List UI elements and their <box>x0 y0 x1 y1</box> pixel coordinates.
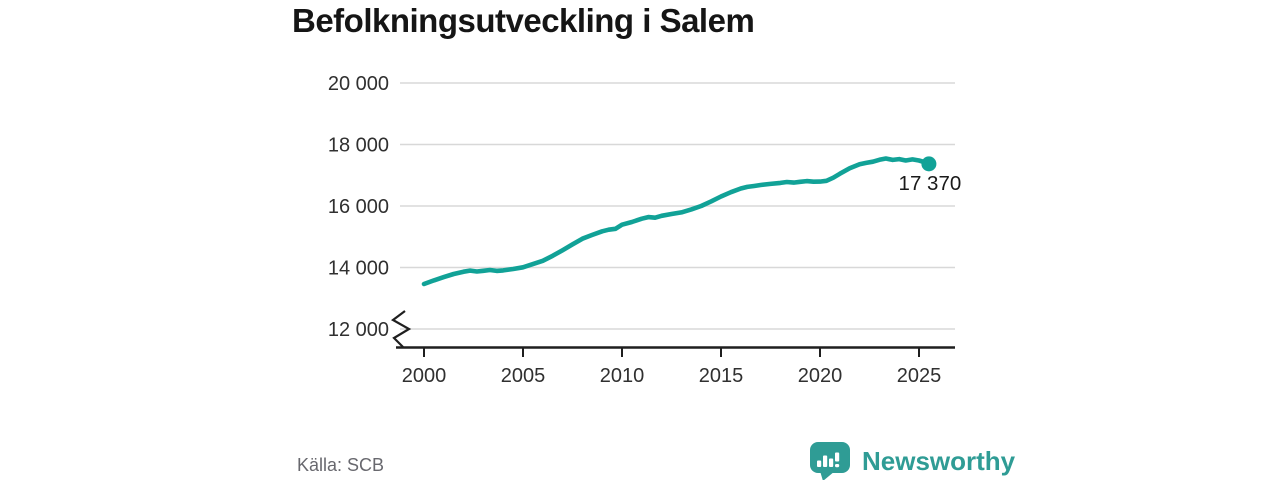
x-tick-label: 2015 <box>699 365 744 387</box>
newsworthy-wordmark: Newsworthy <box>862 445 1016 476</box>
x-tick-label: 2010 <box>600 365 645 387</box>
x-tick-label: 2025 <box>897 365 942 387</box>
latest-point-marker <box>921 156 937 172</box>
x-tick-label: 2005 <box>501 365 546 387</box>
y-tick-label: 18 000 <box>328 135 389 157</box>
newsworthy-logo-icon <box>810 442 850 480</box>
population-line <box>421 156 932 287</box>
x-axis-ticks: 2000 2005 2010 2015 2020 2025 <box>402 348 942 387</box>
x-tick-label: 2000 <box>402 365 447 387</box>
axis-break-icon <box>390 310 412 348</box>
page-title: Befolkningsutveckling i Salem <box>292 2 755 39</box>
newsworthy-logo: Newsworthy <box>808 441 1015 480</box>
x-tick-label: 2020 <box>798 365 843 387</box>
y-tick-label: 16 000 <box>328 196 389 218</box>
latest-value-label: 17 370 <box>899 172 962 195</box>
y-tick-label: 12 000 <box>328 319 389 341</box>
y-tick-label: 20 000 <box>328 73 389 95</box>
y-axis-labels: 12 000 14 000 16 000 18 000 20 000 <box>328 73 389 341</box>
source-note: Källa: SCB <box>297 455 385 475</box>
y-tick-label: 14 000 <box>328 258 389 280</box>
gridlines <box>400 82 955 330</box>
